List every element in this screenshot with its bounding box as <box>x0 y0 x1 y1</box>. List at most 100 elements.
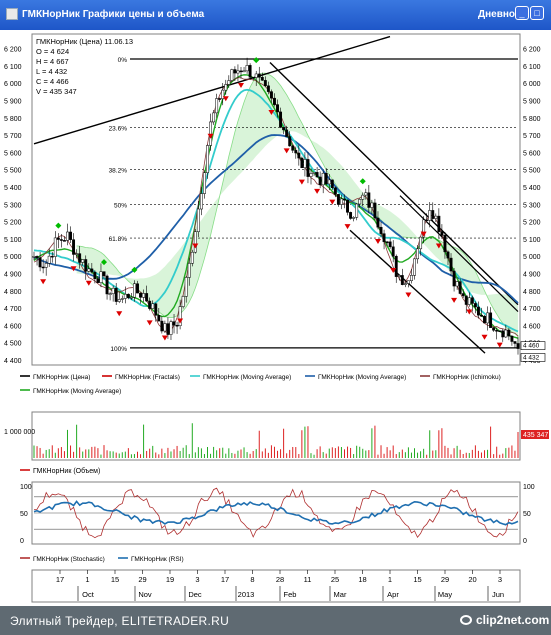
candle-body <box>87 268 91 272</box>
x-day-label: 1 <box>85 575 89 584</box>
rsi-line <box>33 500 519 526</box>
candle-body <box>346 199 349 213</box>
fractal-up <box>253 57 260 64</box>
chart-svg: 0% 23.6% 38.2% 50% 61.8% 100% 6 200 6 100 6 000… <box>4 33 549 603</box>
osc-tick-right: 50 <box>523 511 531 518</box>
candle-body <box>458 281 462 294</box>
y-tick-right: 4 900 <box>523 272 541 279</box>
trend-line-support <box>33 35 391 145</box>
candle-body <box>507 329 511 337</box>
candle-body <box>440 231 444 236</box>
app-icon <box>6 8 18 20</box>
x-month-label: May <box>438 590 452 599</box>
price-legend-label: ГМКНорНик (Moving Average) <box>33 388 121 395</box>
candle-body <box>501 330 505 338</box>
candle-body <box>75 253 79 255</box>
candle-body <box>187 263 191 278</box>
minimize-icon[interactable]: _ <box>515 6 529 20</box>
x-day-label: 15 <box>413 575 421 584</box>
x-month-label: Jun <box>492 590 504 599</box>
ma-fast-line <box>33 88 519 333</box>
candle-body <box>492 327 496 331</box>
candle-body <box>169 321 173 335</box>
osc-legend-label: ГМКНорНик (RSI) <box>131 556 184 563</box>
candle-body <box>248 65 252 78</box>
candle-body <box>379 226 383 234</box>
volume-marker-label: 435 347 <box>523 432 548 439</box>
fractal-down <box>177 318 184 324</box>
candle-body <box>464 295 468 305</box>
candle-body <box>388 241 392 248</box>
window-title: ГМКНорНик Графики цены и объема <box>22 9 205 20</box>
x-day-label: 17 <box>56 575 64 584</box>
y-tick-left: 4 600 <box>4 323 22 330</box>
candle-body <box>279 111 283 128</box>
candle-body <box>148 300 152 309</box>
osc-tick-left: 100 <box>20 484 32 491</box>
candle-body <box>425 219 429 222</box>
candle-body <box>81 259 85 263</box>
y-tick-right: 4 700 <box>523 306 541 313</box>
candle-body <box>419 236 423 250</box>
candle-body <box>306 159 310 177</box>
candle-body <box>117 299 121 302</box>
candle-body <box>446 251 450 259</box>
candle-body <box>166 323 170 335</box>
fractal-down <box>192 243 199 249</box>
fractal-down <box>496 342 503 348</box>
maximize-icon[interactable]: □ <box>530 6 544 20</box>
candle-body <box>263 80 267 87</box>
candle-body <box>370 202 374 208</box>
osc-tick-right: 0 <box>523 538 527 545</box>
candle-body <box>483 315 486 324</box>
candle-body <box>44 263 48 268</box>
chart-area: 0% 23.6% 38.2% 50% 61.8% 100% 6 200 6 100 6 000… <box>0 30 551 606</box>
candle-body <box>434 215 438 219</box>
x-month-label: 2013 <box>238 590 255 599</box>
candle-body <box>428 210 432 221</box>
y-tick-right: 5 300 <box>523 202 541 209</box>
candle-body <box>196 208 200 232</box>
candle-body <box>489 312 493 328</box>
x-month-label: Dec <box>188 590 202 599</box>
osc-legend-label: ГМКНорНик (Stochastic) <box>33 556 105 563</box>
candle-body <box>239 70 243 73</box>
x-month-label: Mar <box>334 590 347 599</box>
candle-body <box>339 198 343 205</box>
price-marker-box <box>520 353 546 362</box>
candle-body <box>333 187 337 195</box>
candle-body <box>498 330 502 332</box>
fractal-down <box>268 109 275 115</box>
candle-body <box>139 292 142 298</box>
x-day-label: 19 <box>166 575 174 584</box>
candle-body <box>410 275 413 281</box>
candle-body <box>56 237 60 240</box>
fractal-down <box>420 231 427 237</box>
osc-tick-left: 0 <box>20 538 24 545</box>
fractal-down <box>466 309 473 315</box>
candle-body <box>406 280 410 284</box>
price-legend-label: ГМКНорНик (Moving Average) <box>203 374 291 381</box>
candle-body <box>276 104 279 113</box>
fib-level-label: 61.8% <box>109 236 128 243</box>
candle-body <box>480 314 483 317</box>
x-day-label: 29 <box>441 575 449 584</box>
candle-body <box>504 329 508 338</box>
period-label[interactable]: Дневной <box>478 9 522 20</box>
candle-body <box>361 194 365 200</box>
candle-body <box>294 150 298 154</box>
candle-body <box>190 251 194 264</box>
fractal-up <box>55 222 62 229</box>
y-tick-left: 6 200 <box>4 47 22 54</box>
x-day-label: 3 <box>195 575 199 584</box>
candle-body <box>473 303 477 308</box>
candle-body <box>467 297 471 305</box>
y-tick-right: 4 800 <box>523 289 541 296</box>
candle-body <box>291 145 295 151</box>
candle-body <box>108 293 112 295</box>
candle-body <box>315 172 319 178</box>
candle-body <box>38 257 42 268</box>
fractal-down <box>146 320 153 326</box>
candle-body <box>358 199 362 205</box>
x-day-label: 29 <box>138 575 146 584</box>
